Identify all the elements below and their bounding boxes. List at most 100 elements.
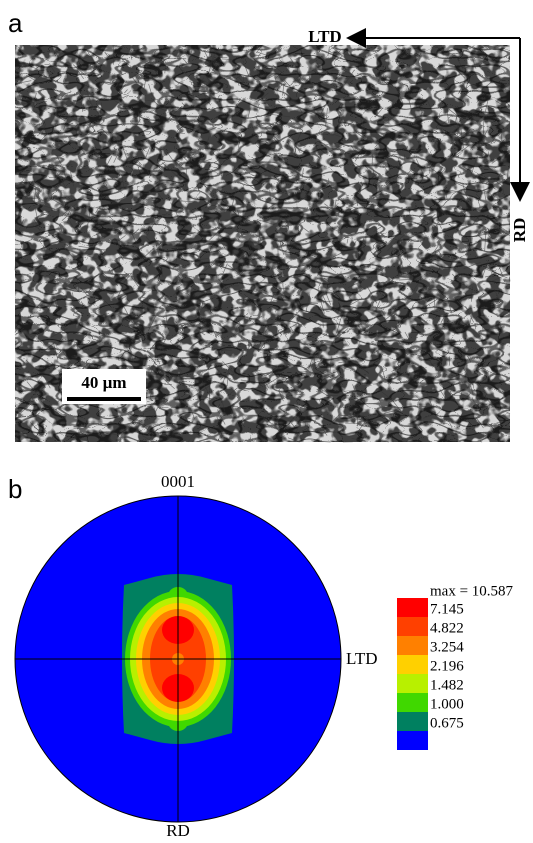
grain-boundary <box>506 166 509 183</box>
grain-boundary <box>156 213 168 222</box>
grain-boundary <box>469 290 477 299</box>
grain-boundary <box>255 115 261 127</box>
grain-boundary <box>320 133 335 136</box>
grain-boundary <box>357 355 362 361</box>
legend-swatch <box>397 617 428 636</box>
grain-boundary <box>430 360 442 366</box>
grain-boundary <box>72 99 82 104</box>
grain-boundary <box>142 435 153 442</box>
grain-boundary <box>270 113 290 118</box>
grain-boundary <box>143 247 155 258</box>
grain-boundary <box>37 418 46 424</box>
grain-boundary <box>217 349 233 352</box>
grain-boundary <box>143 78 147 90</box>
grain-boundary <box>127 417 143 423</box>
grain-boundary <box>214 64 222 68</box>
grain-boundary <box>484 430 495 437</box>
grain-boundary <box>256 219 276 226</box>
grain-boundary <box>67 161 72 168</box>
grain-boundary <box>394 49 406 61</box>
grain-boundary <box>409 168 420 184</box>
grain-boundary <box>42 340 59 351</box>
grain-boundary <box>175 332 188 338</box>
grain-boundary <box>261 180 268 188</box>
grain-boundary <box>459 112 477 122</box>
legend-label: 1.000 <box>430 696 464 712</box>
grain-boundary <box>506 411 511 414</box>
grain-boundary <box>221 398 225 411</box>
grain-boundary <box>132 252 142 259</box>
grain-boundary <box>450 133 462 145</box>
grain-boundary <box>493 289 501 301</box>
grain-boundary <box>25 331 33 341</box>
grain-boundary <box>147 224 154 236</box>
grain-boundary <box>15 85 22 100</box>
grain-boundary <box>308 82 321 89</box>
grain-boundary <box>400 261 404 270</box>
grain-boundary <box>63 167 66 178</box>
grain-boundary <box>496 421 502 424</box>
grain-boundary <box>451 273 456 278</box>
grain-boundary <box>140 333 144 342</box>
grain-boundary <box>395 86 404 104</box>
grain-boundary <box>297 195 308 203</box>
grain-boundary <box>130 349 134 363</box>
grain-boundary <box>152 423 159 426</box>
grain-boundary <box>41 123 47 136</box>
grain-boundary <box>71 123 79 132</box>
grain-boundary <box>181 439 186 443</box>
grain-boundary <box>15 80 32 85</box>
grain-boundary <box>88 216 96 223</box>
grain-boundary <box>56 172 67 188</box>
grain-boundary <box>410 278 422 295</box>
grain-boundary <box>63 113 71 130</box>
grain-boundary <box>430 225 437 236</box>
grain-boundary <box>247 278 255 280</box>
grain-boundary <box>119 206 133 212</box>
grain-boundary <box>183 223 195 239</box>
grain-boundary <box>301 168 304 178</box>
grain-boundary <box>264 121 276 129</box>
grain-boundary <box>111 265 116 275</box>
grain-boundary <box>134 99 153 103</box>
grain-boundary <box>471 286 473 302</box>
grain-boundary <box>87 234 96 244</box>
grain-boundary <box>476 177 482 189</box>
grain-boundary <box>165 311 167 323</box>
grain-boundary <box>32 92 37 108</box>
grain-boundary <box>377 388 392 400</box>
grain-boundary <box>187 47 193 64</box>
grain-boundary <box>216 368 223 375</box>
grain-boundary <box>245 157 263 161</box>
grain-boundary <box>49 63 56 73</box>
grain-boundary <box>313 242 320 256</box>
grain-boundary <box>456 129 459 136</box>
grain-boundary <box>102 155 113 174</box>
grain-boundary <box>26 74 38 83</box>
grain-boundary <box>479 129 488 146</box>
grain-boundary <box>185 168 188 187</box>
grain-boundary <box>122 146 129 164</box>
grain-boundary <box>52 198 69 209</box>
grain-boundary <box>355 131 373 144</box>
grain-boundary <box>151 358 163 361</box>
grain-boundary <box>404 331 413 346</box>
grain-boundary <box>279 240 285 255</box>
grain-boundary <box>448 124 457 128</box>
grain-boundary <box>239 111 243 118</box>
panel-label: b <box>8 474 22 504</box>
grain-boundary <box>48 404 63 415</box>
grain-boundary <box>24 295 32 298</box>
grain-boundary <box>498 228 511 236</box>
grain-boundary <box>221 373 227 389</box>
grain-boundary <box>359 181 362 195</box>
grain-boundary <box>99 197 103 203</box>
grain-boundary <box>383 408 402 414</box>
grain-boundary <box>450 180 469 189</box>
legend-swatch <box>397 712 428 731</box>
grain-boundary <box>161 162 177 176</box>
grain-boundary <box>34 207 40 227</box>
grain-boundary <box>37 189 42 193</box>
grain-boundary <box>348 159 361 168</box>
grain-boundary <box>132 77 138 85</box>
